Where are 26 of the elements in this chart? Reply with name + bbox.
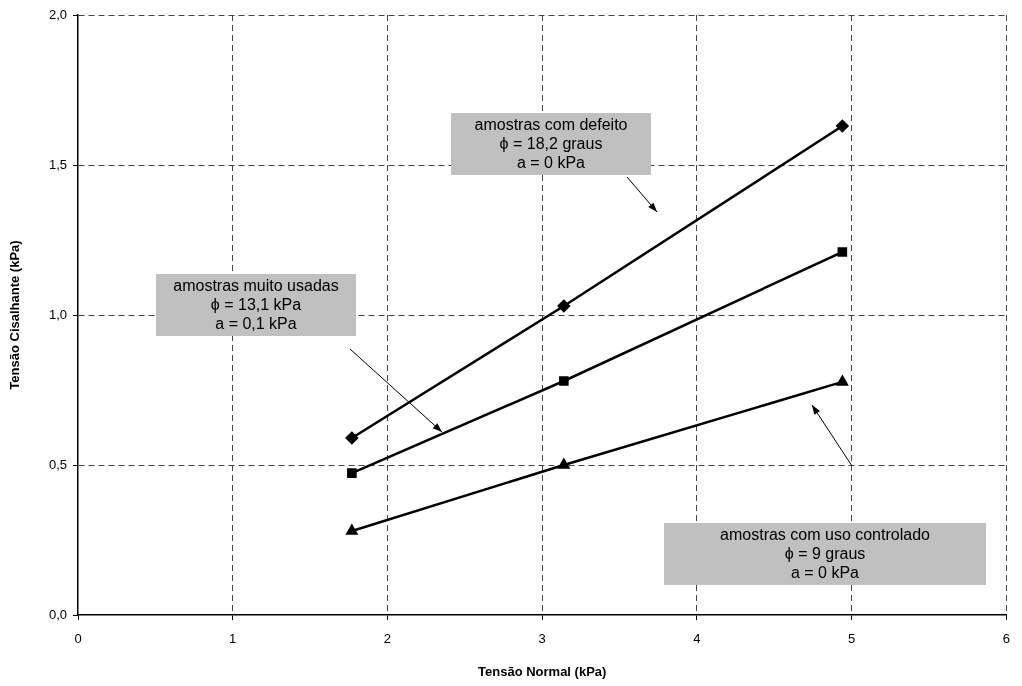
y-tick-label: 1,0 bbox=[48, 306, 67, 322]
x-tick-label: 0 bbox=[74, 631, 82, 647]
x-tick-label: 2 bbox=[383, 631, 392, 647]
y-tick-label: 1,5 bbox=[48, 156, 67, 172]
point bbox=[347, 468, 357, 478]
y-axis-title: Tensão Cisalhante (kPa) bbox=[7, 240, 23, 390]
point bbox=[346, 524, 358, 535]
x-axis-title: Tensão Normal (kPa) bbox=[478, 663, 607, 679]
note-box: amostras com defeito ϕ = 18,2 graus a = 0 kPa bbox=[451, 113, 651, 175]
point bbox=[345, 431, 359, 445]
x-tick-label: 6 bbox=[1002, 631, 1010, 647]
x-tick-label: 3 bbox=[538, 631, 546, 647]
x-tick-label: 1 bbox=[229, 631, 237, 647]
point bbox=[558, 458, 570, 469]
point bbox=[836, 119, 849, 133]
point bbox=[557, 299, 571, 313]
y-tick-label: 0,0 bbox=[48, 606, 67, 622]
y-tick-label: 2,0 bbox=[48, 6, 67, 22]
point bbox=[559, 376, 569, 386]
y-tick-label: 0,5 bbox=[48, 456, 67, 472]
point bbox=[836, 375, 848, 386]
note-box: amostras com uso controlado ϕ = 9 graus a = 0 kPa bbox=[664, 523, 986, 585]
point bbox=[837, 247, 848, 257]
x-tick-label: 4 bbox=[693, 631, 701, 647]
note-box: amostras muito usadas ϕ = 13,1 kPa a = 0,1 kPa bbox=[156, 274, 356, 336]
x-tick-label: 5 bbox=[848, 631, 856, 647]
